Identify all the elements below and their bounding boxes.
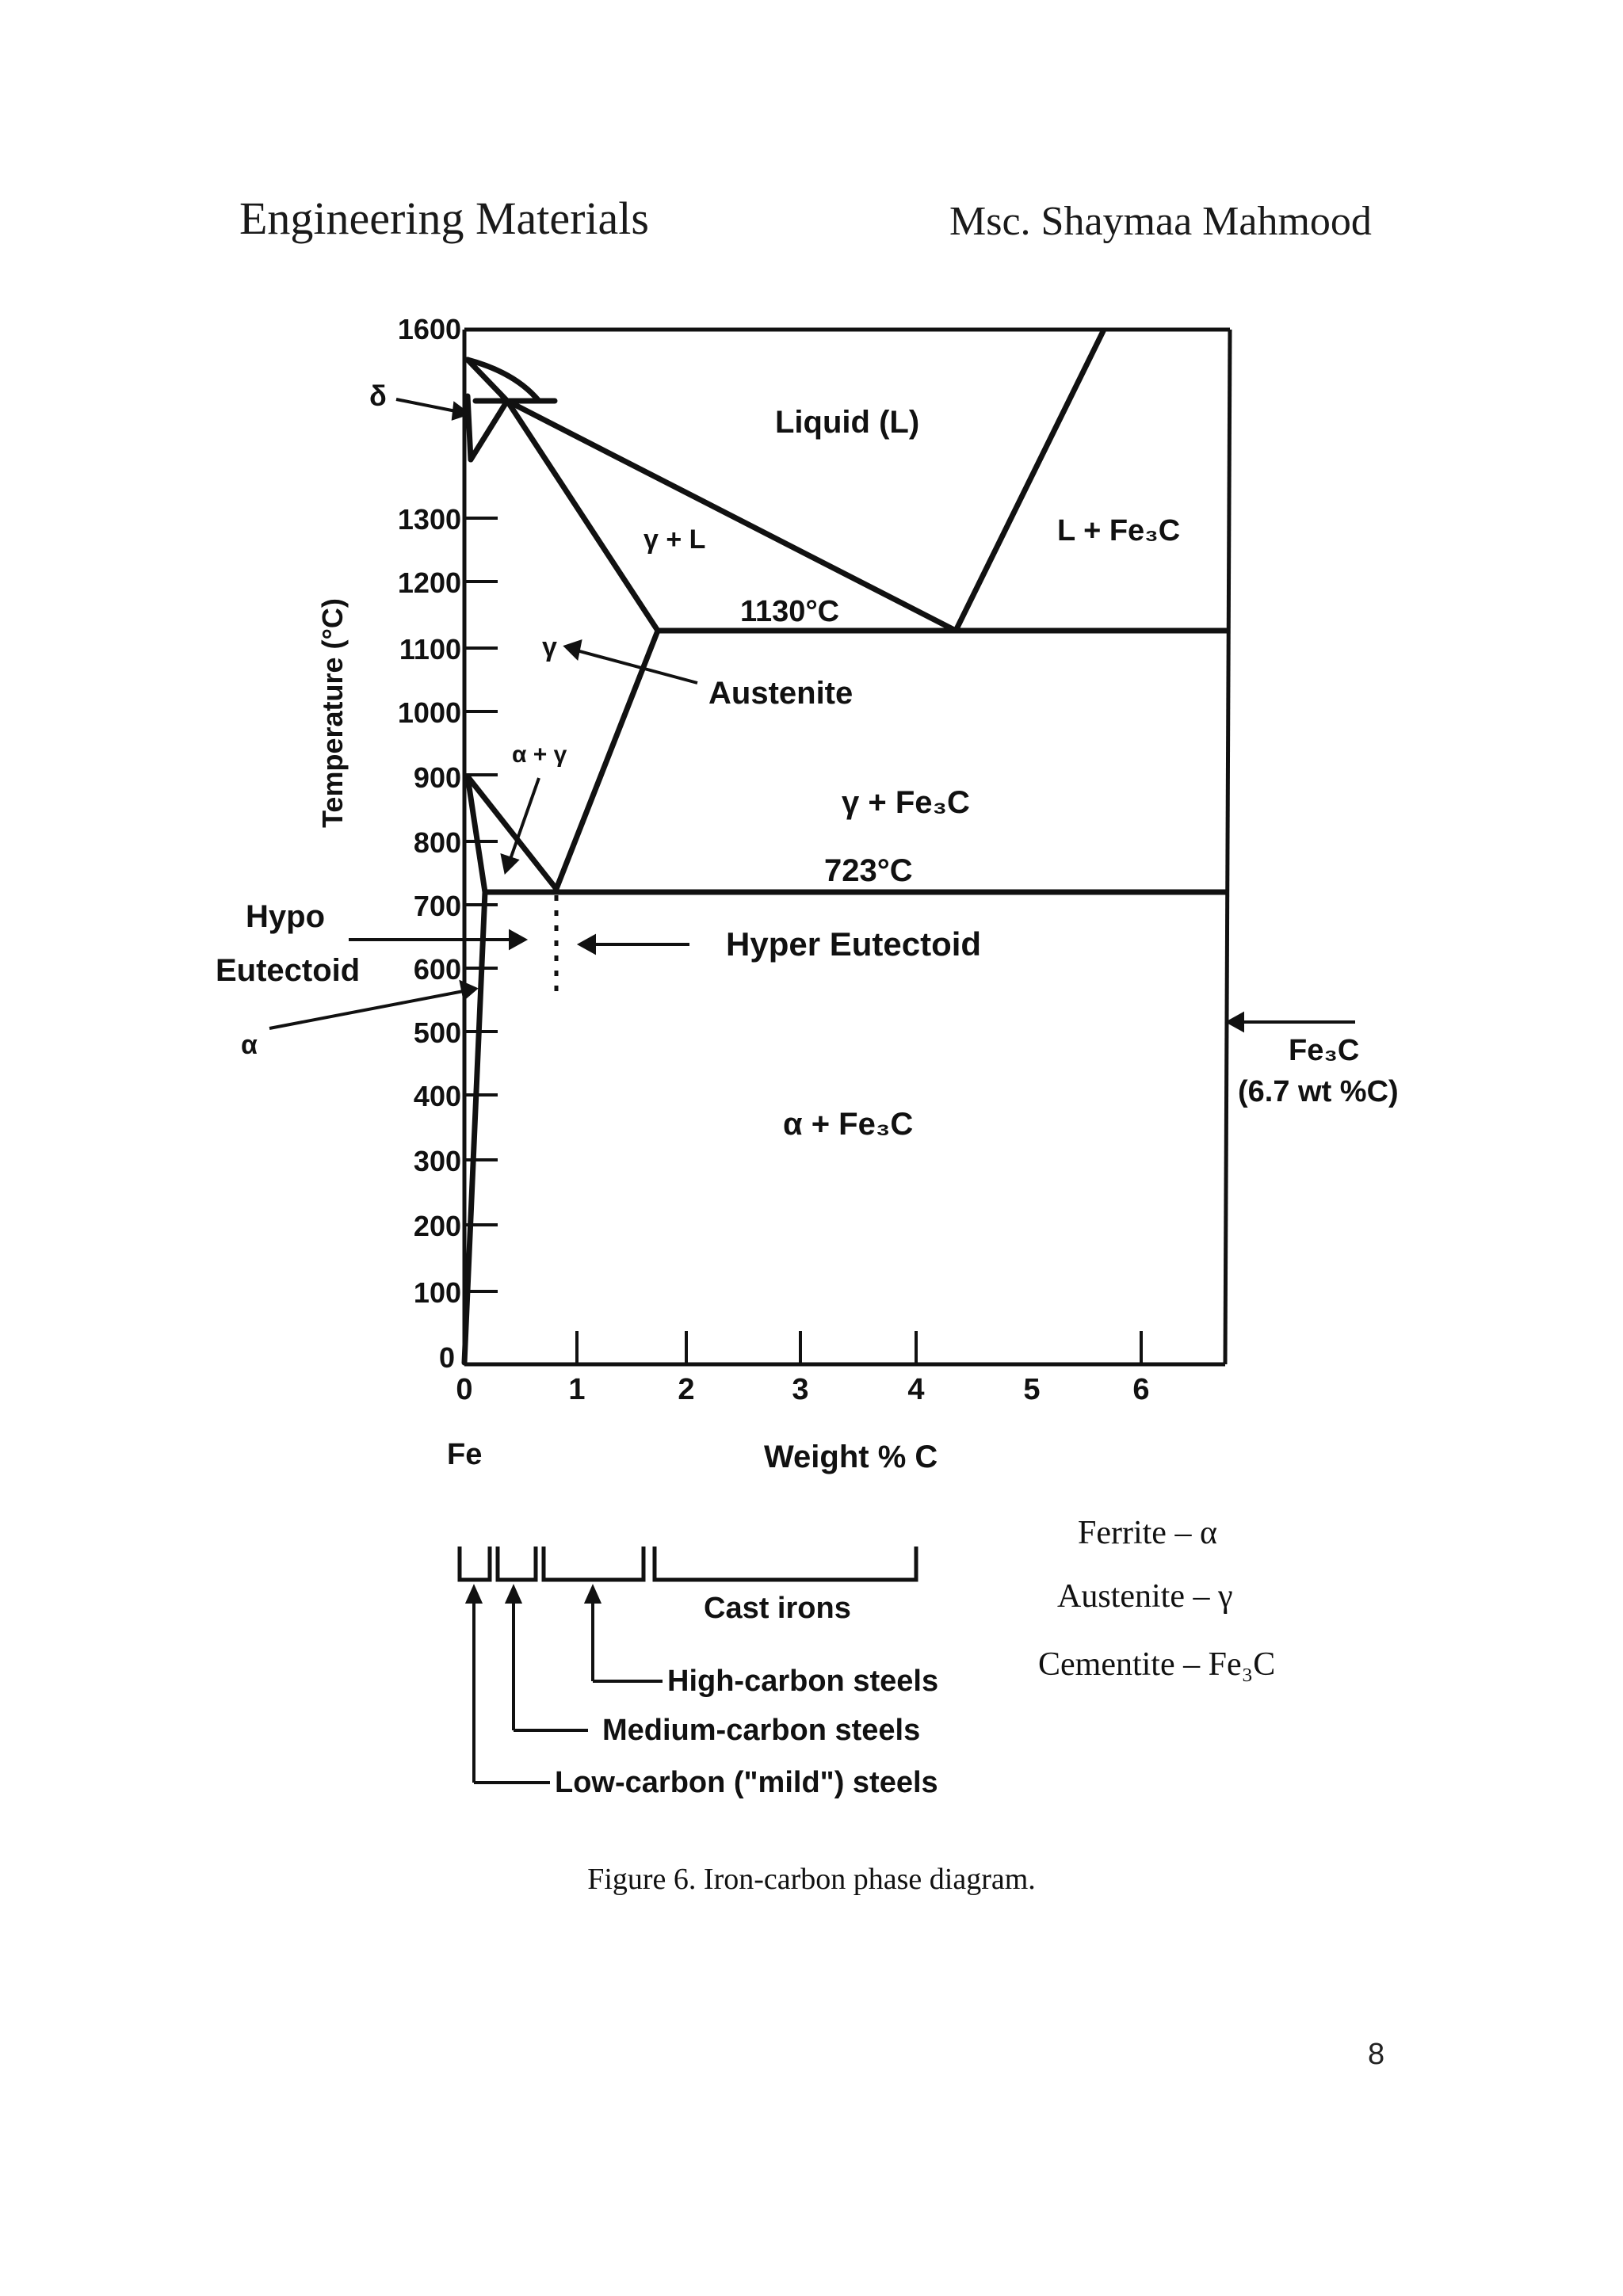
label-delta: δ	[369, 379, 387, 412]
x-axis-ticks	[575, 1331, 1143, 1364]
x-tick-labels: 0 1 2 3 4 5 6	[456, 1373, 1149, 1406]
legend-ferrite: Ferrite – α	[1078, 1515, 1217, 1551]
label-alpha-plus-gamma: α + γ	[512, 742, 567, 768]
x-axis-label: Weight % C	[764, 1440, 938, 1474]
label-high-carbon-steels: High-carbon steels	[667, 1665, 938, 1698]
plot-frame	[462, 327, 1232, 1367]
label-austenite: Austenite	[708, 676, 853, 711]
x-origin-label: Fe	[447, 1438, 482, 1471]
x-tick-label: 6	[1132, 1373, 1149, 1406]
label-alpha-plus-cementite: α + Fe₃C	[783, 1107, 913, 1142]
y-tick-label: 1300	[398, 503, 461, 536]
label-hypo-eutectoid-line2: Eutectoid	[216, 953, 360, 988]
label-hyper-eutectoid: Hyper Eutectoid	[726, 925, 981, 963]
label-medium-carbon-steels: Medium-carbon steels	[602, 1714, 920, 1747]
y-tick-label: 1000	[398, 696, 461, 729]
y-tick-label: 1600	[398, 313, 461, 345]
y-tick-label: 0	[439, 1341, 455, 1374]
region-labels: δ Liquid (L) γ + L L + Fe₃C 1130°C γ Aus…	[216, 379, 1399, 1142]
legend-austenite: Austenite – γ	[1057, 1578, 1233, 1615]
legend-cementite: Cementite – Fe₃C	[1038, 1646, 1275, 1683]
y-axis-ticks	[464, 517, 498, 1293]
phase-boundaries	[461, 328, 1230, 1366]
label-low-carbon-steels: Low-carbon ("mild") steels	[555, 1766, 938, 1799]
steel-class-brackets	[457, 1547, 918, 1582]
label-alpha: α	[241, 1030, 258, 1060]
label-liquid-plus-cementite: L + Fe₃C	[1057, 514, 1180, 547]
y-tick-label: 400	[414, 1080, 461, 1112]
phase-legend: Ferrite – α Austenite – γ Cementite – Fe…	[1038, 1515, 1275, 1683]
figure-caption: Figure 6. Iron-carbon phase diagram.	[587, 1863, 1036, 1896]
label-liquid: Liquid (L)	[775, 405, 919, 440]
label-cementite-line1: Fe₃C	[1289, 1034, 1359, 1067]
pointer-arrows	[269, 398, 1355, 1033]
page-number: 8	[1368, 2038, 1385, 2071]
y-tick-label: 600	[414, 953, 461, 986]
header-course-title: Engineering Materials	[239, 193, 649, 244]
label-hypo-eutectoid-line1: Hypo	[246, 899, 325, 934]
y-tick-labels: 1600 1300 1200 1100 1000 900 800 700 600…	[398, 313, 461, 1374]
label-eutectic-temperature: 1130°C	[740, 595, 839, 628]
label-gamma-plus-cementite: γ + Fe₃C	[842, 785, 970, 820]
y-tick-label: 300	[414, 1145, 461, 1177]
label-cast-irons: Cast irons	[704, 1592, 851, 1625]
y-tick-label: 1100	[399, 633, 461, 666]
label-eutectoid-temperature: 723°C	[824, 853, 913, 888]
y-axis-label: Temperature (°C)	[316, 598, 349, 828]
steel-class-leaders	[464, 1584, 663, 1784]
label-cementite-line2: (6.7 wt %C)	[1238, 1075, 1399, 1108]
x-tick-label: 0	[456, 1373, 472, 1406]
y-tick-label: 1200	[398, 566, 461, 599]
x-tick-label: 5	[1023, 1373, 1040, 1406]
y-tick-label: 800	[414, 826, 461, 859]
label-gamma-plus-liquid: γ + L	[643, 524, 705, 555]
y-tick-label: 100	[414, 1276, 461, 1309]
y-tick-label: 900	[414, 761, 461, 794]
x-tick-label: 4	[907, 1373, 924, 1406]
y-tick-label: 200	[414, 1210, 461, 1242]
header-author: Msc. Shaymaa Mahmood	[949, 199, 1372, 244]
y-tick-label: 500	[414, 1016, 461, 1049]
y-tick-label: 700	[414, 890, 461, 922]
steel-class-labels: Cast irons High-carbon steels Medium-car…	[555, 1592, 938, 1799]
x-tick-label: 3	[792, 1373, 808, 1406]
x-tick-label: 1	[568, 1373, 585, 1406]
x-tick-label: 2	[678, 1373, 694, 1406]
label-gamma: γ	[542, 632, 557, 662]
